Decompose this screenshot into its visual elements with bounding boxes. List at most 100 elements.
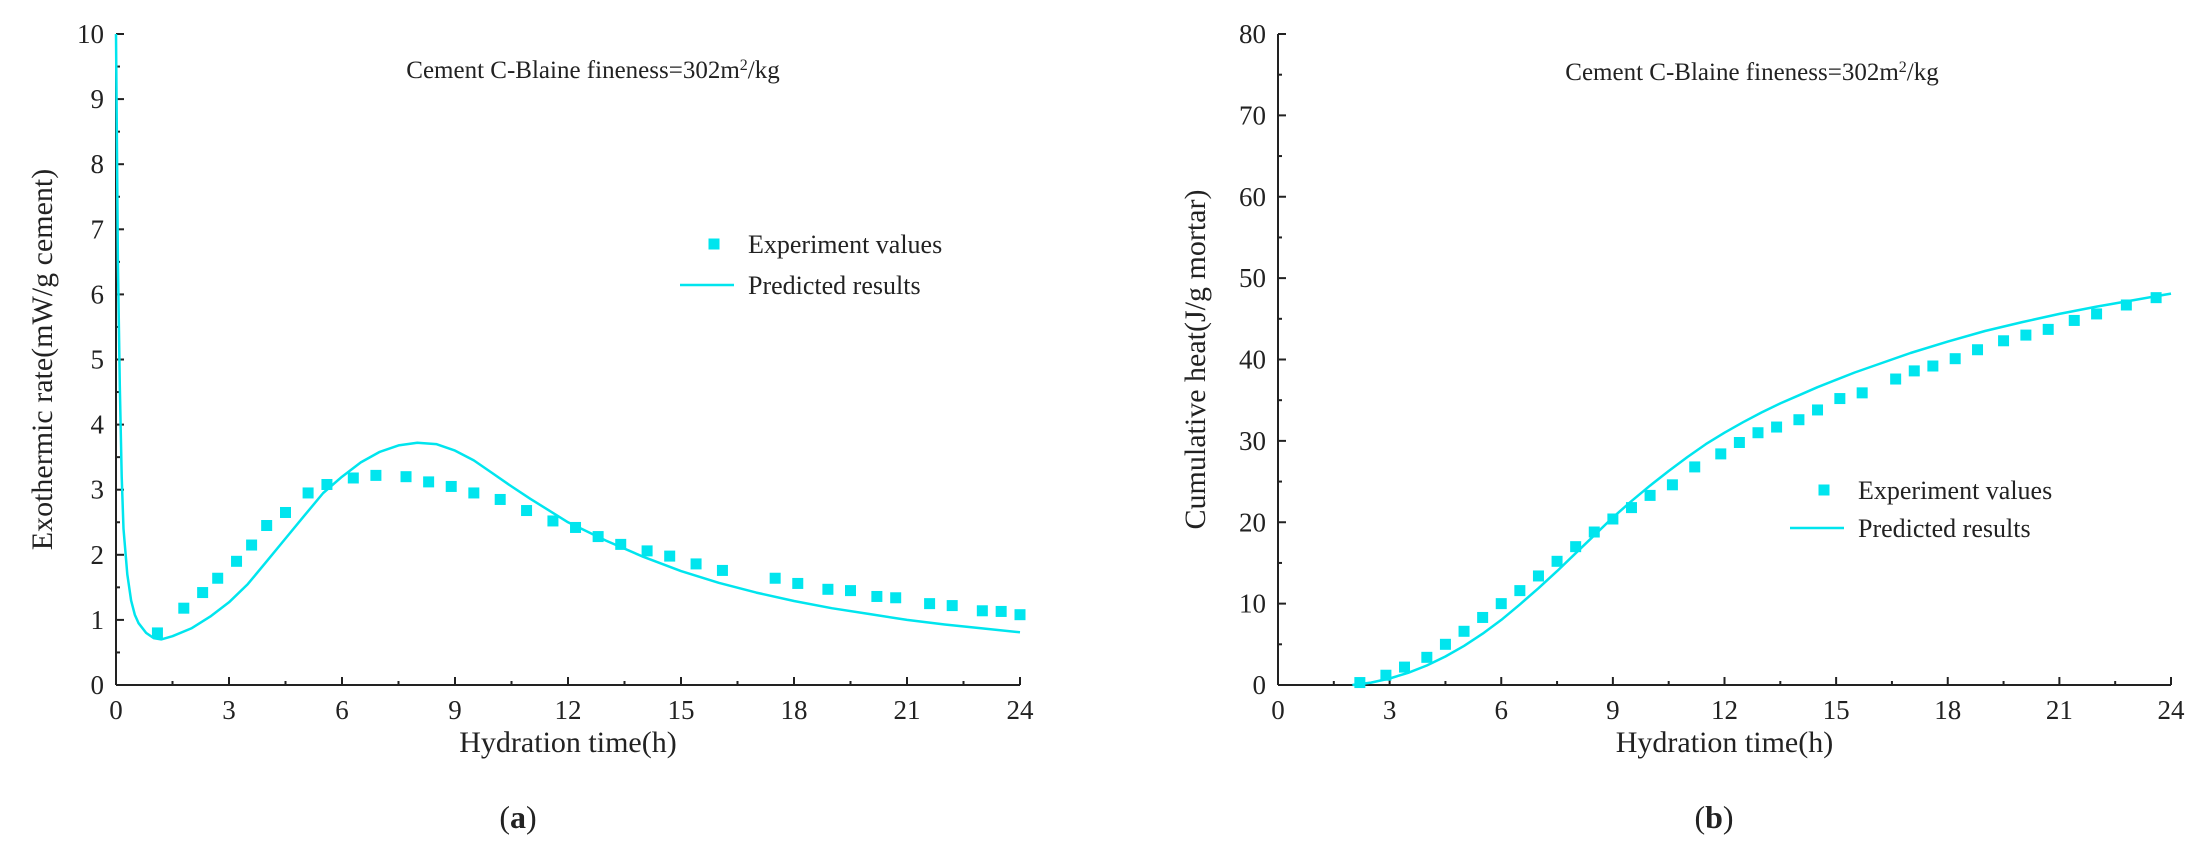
data-point-experiment-values	[1972, 344, 1984, 356]
data-point-experiment-values	[280, 506, 291, 518]
x-tick-label: 0	[109, 695, 123, 725]
legend-label-predicted-results: Predicted results	[1858, 514, 2031, 543]
data-point-experiment-values	[1380, 669, 1392, 681]
data-point-experiment-values	[494, 493, 506, 505]
data-point-experiment-values	[370, 469, 382, 481]
data-point-experiment-values	[1439, 638, 1451, 650]
y-tick-label: 80	[1239, 19, 1266, 49]
y-axis-title: Exothermic rate(mW/g cement)	[26, 169, 59, 551]
legend-label-predicted-results: Predicted results	[748, 271, 921, 300]
data-point-experiment-values	[347, 472, 359, 484]
y-tick-label: 4	[91, 410, 105, 440]
data-point-experiment-values	[1514, 585, 1526, 597]
chart-title: Cement C-Blaine fineness=302m2/kg	[1565, 59, 1939, 87]
data-point-experiment-values	[2120, 299, 2132, 311]
data-point-experiment-values	[1354, 677, 1366, 689]
data-point-experiment-values	[1856, 387, 1868, 399]
data-point-experiment-values	[197, 587, 209, 599]
series-line-predicted-results	[1352, 292, 2172, 687]
x-axis-title: Hydration time(h)	[459, 726, 676, 759]
data-point-experiment-values	[924, 598, 936, 610]
data-point-experiment-values	[2091, 308, 2103, 320]
legend-marker-experiment-values	[1818, 484, 1830, 496]
y-tick-label: 0	[1253, 670, 1267, 700]
data-point-experiment-values	[178, 602, 190, 614]
series-line-predicted-results	[114, 33, 1021, 641]
data-point-experiment-values	[521, 505, 533, 517]
x-tick-label: 21	[894, 695, 921, 725]
x-tick-label: 24	[2158, 695, 2186, 725]
x-tick-label: 0	[1271, 695, 1285, 725]
y-tick-label: 1	[91, 605, 105, 635]
y-tick-label: 10	[77, 19, 104, 49]
data-point-experiment-values	[1998, 335, 2010, 347]
data-point-experiment-values	[1570, 541, 1582, 553]
panel-label: (a)	[499, 799, 536, 835]
data-point-experiment-values	[1908, 365, 1920, 377]
panel-label: (b)	[1694, 799, 1733, 835]
data-point-experiment-values	[302, 487, 314, 499]
data-point-experiment-values	[1421, 651, 1433, 663]
data-point-experiment-values	[1551, 555, 1563, 567]
data-point-experiment-values	[468, 487, 480, 499]
data-point-experiment-values	[423, 476, 435, 488]
data-point-experiment-values	[1588, 526, 1600, 538]
data-point-experiment-values	[1949, 353, 1961, 365]
data-point-experiment-values	[845, 585, 856, 597]
data-point-experiment-values	[547, 515, 559, 527]
y-tick-label: 70	[1239, 100, 1266, 130]
chart-title: Cement C-Blaine fineness=302m2/kg	[406, 57, 780, 85]
y-tick-label: 10	[1239, 589, 1266, 619]
data-point-experiment-values	[2068, 314, 2080, 326]
data-point-experiment-values	[1666, 479, 1678, 491]
x-tick-label: 12	[1711, 695, 1738, 725]
x-tick-label: 15	[668, 695, 695, 725]
data-point-experiment-values	[1399, 661, 1411, 673]
data-point-experiment-values	[1458, 625, 1470, 637]
data-point-experiment-values	[664, 550, 676, 562]
data-point-experiment-values	[1715, 448, 1727, 460]
data-point-experiment-values	[445, 480, 457, 492]
y-tick-label: 20	[1239, 507, 1266, 537]
y-tick-label: 0	[91, 670, 105, 700]
data-point-experiment-values	[690, 558, 702, 570]
data-point-experiment-values	[995, 605, 1007, 617]
x-tick-label: 21	[2046, 695, 2073, 725]
x-tick-label: 9	[1606, 695, 1620, 725]
y-tick-label: 5	[91, 345, 105, 375]
x-tick-label: 6	[335, 695, 349, 725]
data-point-experiment-values	[1771, 421, 1783, 433]
data-point-experiment-values	[641, 545, 653, 557]
x-tick-label: 24	[1007, 695, 1035, 725]
y-tick-label: 6	[91, 279, 105, 309]
data-point-experiment-values	[1625, 502, 1637, 514]
chart-panel-b: 0 3 6 9 12 15 18 21 24 0 10 20 30 40 50 60 70 80 Hydration…	[1179, 19, 2185, 835]
data-point-experiment-values	[1733, 437, 1745, 449]
panel-label-letter: b	[1705, 799, 1723, 835]
y-tick-label: 7	[91, 214, 105, 244]
panel-label-close-paren: )	[1723, 799, 1734, 835]
data-point-experiment-values	[1495, 598, 1507, 610]
x-tick-label: 12	[555, 695, 582, 725]
data-point-experiment-values	[716, 564, 728, 576]
chart-title-main: Cement C-Blaine fineness=302m	[1565, 59, 1899, 86]
legend-label-experiment-values: Experiment values	[1858, 476, 2052, 505]
data-point-experiment-values	[212, 572, 224, 584]
y-tick-label: 60	[1239, 182, 1266, 212]
x-tick-label: 6	[1495, 695, 1509, 725]
x-axis-title: Hydration time(h)	[1616, 726, 1833, 759]
data-point-experiment-values	[890, 592, 902, 604]
y-tick-label: 40	[1239, 345, 1266, 375]
y-tick-label: 50	[1239, 263, 1266, 293]
x-tick-label: 18	[781, 695, 808, 725]
data-point-experiment-values	[1607, 513, 1619, 525]
data-point-experiment-values	[792, 577, 804, 589]
data-point-experiment-values	[570, 521, 582, 533]
x-tick-label: 3	[1383, 695, 1397, 725]
y-tick-label: 2	[91, 540, 105, 570]
data-point-experiment-values	[2042, 323, 2054, 335]
chart-title-unit: /kg	[748, 57, 780, 84]
y-tick-label: 9	[91, 84, 105, 114]
data-point-experiment-values	[246, 539, 258, 551]
